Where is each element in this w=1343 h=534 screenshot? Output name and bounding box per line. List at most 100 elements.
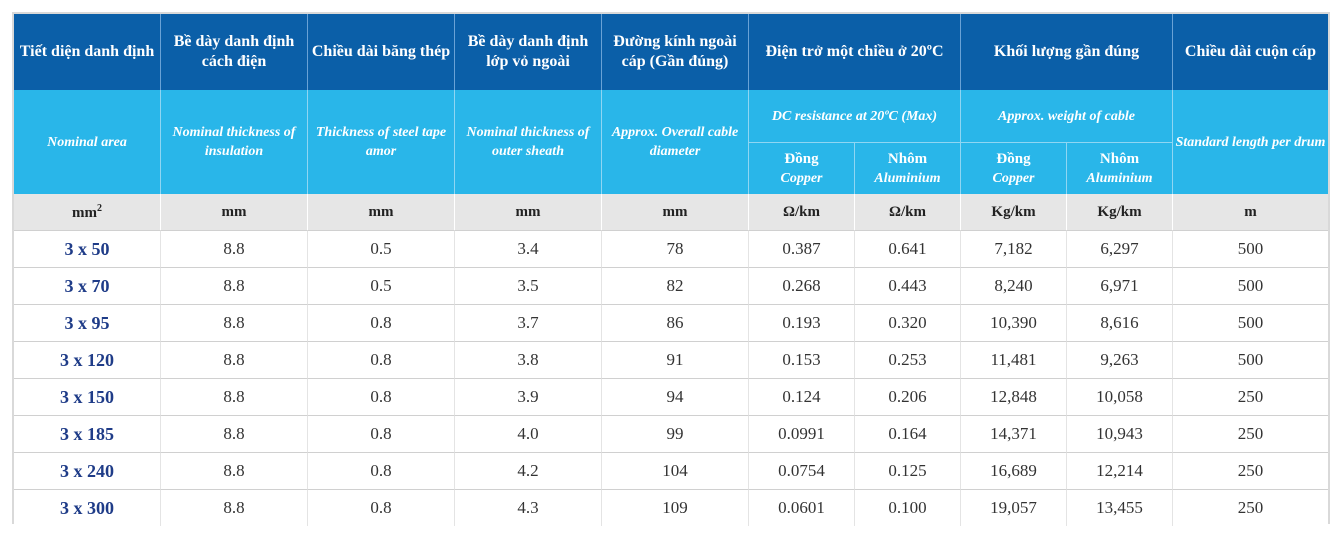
cell-insulation: 8.8	[161, 304, 308, 341]
cell-res-aluminium: 0.100	[855, 489, 961, 526]
cell-res-copper: 0.268	[749, 267, 855, 304]
cell-outer-sheath: 3.8	[455, 341, 602, 378]
cable-spec-table: Tiết diện danh định Bề dày danh định các…	[14, 14, 1328, 526]
wt-aluminium-vn: Nhôm	[1099, 150, 1140, 167]
cell-wt-aluminium: 9,263	[1067, 341, 1173, 378]
unit-length: m	[1173, 194, 1328, 230]
header-row-vietnamese: Tiết diện danh định Bề dày danh định các…	[14, 14, 1328, 90]
cell-res-copper: 0.387	[749, 230, 855, 267]
cell-area: 3 x 240	[14, 452, 161, 489]
unit-area-base: mm	[72, 204, 97, 221]
cell-area: 3 x 150	[14, 378, 161, 415]
cell-res-aluminium: 0.443	[855, 267, 961, 304]
wt-aluminium-en: Aluminium	[1086, 170, 1153, 186]
table-row: 3 x 95 8.8 0.8 3.7 86 0.193 0.320 10,390 8,616 50…	[14, 304, 1328, 341]
header-res-copper: Đồng Copper	[749, 142, 855, 194]
cell-res-copper: 0.124	[749, 378, 855, 415]
header-wt-copper: Đồng Copper	[961, 142, 1067, 194]
res-aluminium-vn: Nhôm	[887, 150, 928, 167]
header-res-aluminium: Nhôm Aluminium	[855, 142, 961, 194]
cell-area: 3 x 185	[14, 415, 161, 452]
cell-wt-aluminium: 6,297	[1067, 230, 1173, 267]
cell-length: 500	[1173, 304, 1328, 341]
cell-wt-aluminium: 8,616	[1067, 304, 1173, 341]
header-outer-sheath-en: Nominal thickness of outer sheath	[455, 90, 602, 194]
header-length-en: Standard length per drum	[1173, 90, 1328, 194]
res-copper-vn: Đồng	[784, 150, 819, 167]
cell-diameter: 99	[602, 415, 749, 452]
header-wt-aluminium: Nhôm Aluminium	[1067, 142, 1173, 194]
cell-diameter: 109	[602, 489, 749, 526]
header-diameter-en: Approx. Overall cable diameter	[602, 90, 749, 194]
cell-res-aluminium: 0.641	[855, 230, 961, 267]
header-insulation-vn: Bề dày danh định cách điện	[161, 14, 308, 90]
cell-wt-aluminium: 13,455	[1067, 489, 1173, 526]
cell-area: 3 x 70	[14, 267, 161, 304]
header-weight-en: Approx. weight of cable	[961, 90, 1173, 142]
cell-steel-tape: 0.8	[308, 489, 455, 526]
cell-diameter: 91	[602, 341, 749, 378]
unit-wt-copper: Kg/km	[961, 194, 1067, 230]
cell-length: 250	[1173, 415, 1328, 452]
cell-diameter: 86	[602, 304, 749, 341]
header-diameter-vn: Đường kính ngoài cáp (Gần đúng)	[602, 14, 749, 90]
cell-wt-copper: 8,240	[961, 267, 1067, 304]
cell-length: 500	[1173, 267, 1328, 304]
cell-area: 3 x 300	[14, 489, 161, 526]
header-resistance-en: DC resistance at 20ºC (Max)	[749, 90, 961, 142]
table-row: 3 x 185 8.8 0.8 4.0 99 0.0991 0.164 14,371 10,94…	[14, 415, 1328, 452]
header-steel-tape-vn: Chiều dài băng thép	[308, 14, 455, 90]
cell-length: 250	[1173, 452, 1328, 489]
cell-steel-tape: 0.8	[308, 452, 455, 489]
cell-length: 500	[1173, 341, 1328, 378]
table-row: 3 x 120 8.8 0.8 3.8 91 0.153 0.253 11,481 9,263 5…	[14, 341, 1328, 378]
units-row: mm2 mm mm mm mm Ω/km Ω/km Kg/km Kg/km m	[14, 194, 1328, 230]
cell-res-aluminium: 0.125	[855, 452, 961, 489]
cell-diameter: 104	[602, 452, 749, 489]
cell-insulation: 8.8	[161, 267, 308, 304]
unit-area: mm2	[14, 194, 161, 230]
table-row: 3 x 300 8.8 0.8 4.3 109 0.0601 0.100 19,057 13,4…	[14, 489, 1328, 526]
header-nominal-area-vn: Tiết diện danh định	[14, 14, 161, 90]
cell-outer-sheath: 3.7	[455, 304, 602, 341]
cell-wt-copper: 16,689	[961, 452, 1067, 489]
header-resistance-vn: Điện trở một chiều ở 20ºC	[749, 14, 961, 90]
cell-length: 250	[1173, 489, 1328, 526]
cell-res-aluminium: 0.164	[855, 415, 961, 452]
cell-res-copper: 0.193	[749, 304, 855, 341]
cell-insulation: 8.8	[161, 452, 308, 489]
cell-res-copper: 0.0991	[749, 415, 855, 452]
cell-res-copper: 0.153	[749, 341, 855, 378]
cell-outer-sheath: 3.9	[455, 378, 602, 415]
cell-res-aluminium: 0.206	[855, 378, 961, 415]
cell-wt-copper: 19,057	[961, 489, 1067, 526]
table-row: 3 x 50 8.8 0.5 3.4 78 0.387 0.641 7,182 6,297 500	[14, 230, 1328, 267]
cell-area: 3 x 50	[14, 230, 161, 267]
table-row: 3 x 150 8.8 0.8 3.9 94 0.124 0.206 12,848 10,058…	[14, 378, 1328, 415]
unit-insulation: mm	[161, 194, 308, 230]
cell-outer-sheath: 4.0	[455, 415, 602, 452]
cell-wt-copper: 7,182	[961, 230, 1067, 267]
unit-res-aluminium: Ω/km	[855, 194, 961, 230]
cell-diameter: 82	[602, 267, 749, 304]
cell-steel-tape: 0.5	[308, 267, 455, 304]
cell-insulation: 8.8	[161, 341, 308, 378]
table-row: 3 x 240 8.8 0.8 4.2 104 0.0754 0.125 16,689 12,2…	[14, 452, 1328, 489]
header-outer-sheath-vn: Bề dày danh định lớp vỏ ngoài	[455, 14, 602, 90]
cell-steel-tape: 0.8	[308, 415, 455, 452]
res-aluminium-en: Aluminium	[874, 170, 941, 186]
cell-outer-sheath: 4.3	[455, 489, 602, 526]
wt-copper-vn: Đồng	[996, 150, 1031, 167]
cell-insulation: 8.8	[161, 378, 308, 415]
cell-area: 3 x 120	[14, 341, 161, 378]
cell-wt-copper: 10,390	[961, 304, 1067, 341]
cell-length: 500	[1173, 230, 1328, 267]
unit-res-copper: Ω/km	[749, 194, 855, 230]
unit-wt-aluminium: Kg/km	[1067, 194, 1173, 230]
cell-res-copper: 0.0601	[749, 489, 855, 526]
cell-area: 3 x 95	[14, 304, 161, 341]
cell-length: 250	[1173, 378, 1328, 415]
unit-steel-tape: mm	[308, 194, 455, 230]
cell-insulation: 8.8	[161, 489, 308, 526]
cell-outer-sheath: 3.5	[455, 267, 602, 304]
